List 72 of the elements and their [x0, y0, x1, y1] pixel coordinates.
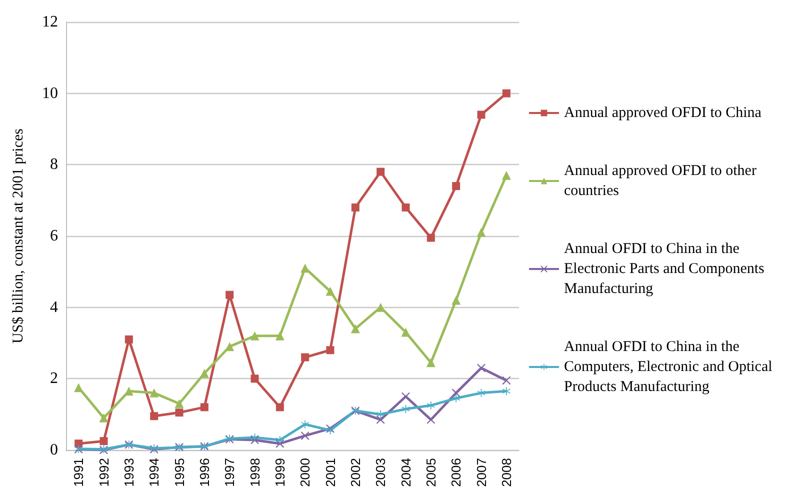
- point: [351, 203, 360, 212]
- y-tick-label: 6: [50, 228, 58, 244]
- point: [426, 401, 435, 410]
- point: [175, 408, 184, 417]
- x-tick-label: 2006: [448, 458, 464, 487]
- x-tick-label: 2005: [423, 458, 438, 487]
- point: [477, 110, 486, 119]
- legend-label: Annual OFDI to China in the Computers, Electronic and Optical Products Manufacturing: [564, 339, 776, 395]
- x-tick-label: 2002: [348, 458, 363, 487]
- x-tick-label: 2003: [373, 458, 388, 487]
- point: [502, 387, 510, 396]
- point: [376, 410, 385, 418]
- point: [452, 296, 461, 305]
- point: [301, 420, 310, 428]
- point: [502, 89, 510, 98]
- point: [250, 374, 259, 383]
- x-tick-label: 1991: [71, 458, 86, 487]
- y-tick-label: 12: [42, 14, 58, 30]
- point: [226, 290, 234, 299]
- point: [301, 353, 310, 362]
- point: [74, 383, 84, 392]
- x-tick-label: 1996: [196, 458, 212, 487]
- y-tick-label: 4: [50, 298, 58, 316]
- point: [276, 436, 284, 444]
- x-tick-label: 2001: [322, 458, 338, 487]
- y-tick-label: 10: [42, 84, 58, 102]
- y-tick-label: 0: [50, 442, 58, 458]
- x-tick-label: 1998: [247, 458, 262, 487]
- x-tick-label: 1999: [272, 458, 288, 487]
- y-tick-label: 2: [50, 370, 58, 388]
- point: [476, 228, 486, 237]
- point: [124, 335, 133, 344]
- point: [326, 346, 334, 354]
- y-axis-title: US$ billion, constant at 2001 prices: [10, 128, 26, 344]
- point: [502, 376, 510, 384]
- point: [200, 403, 208, 412]
- point: [99, 413, 108, 422]
- x-tick-label: 2007: [474, 458, 489, 487]
- point: [250, 331, 260, 340]
- legend-label: Annual OFDI to China in the Electronic Parts and Components Manufacturing: [564, 241, 768, 297]
- point: [401, 328, 410, 337]
- point: [174, 399, 184, 408]
- point: [100, 437, 108, 446]
- point: [150, 388, 159, 398]
- point: [452, 394, 460, 402]
- point: [275, 331, 284, 340]
- point: [452, 182, 460, 190]
- point: [426, 358, 436, 368]
- x-tick-label: 1995: [172, 458, 187, 487]
- x-tick-label: 1997: [222, 458, 238, 487]
- point: [402, 404, 410, 413]
- x-tick-label: 2004: [398, 458, 414, 487]
- point: [350, 324, 360, 334]
- legend-label: Annual approved OFDI to other countries: [564, 163, 760, 199]
- point: [200, 368, 209, 378]
- point: [426, 234, 435, 242]
- legend-label: Annual approved OFDI to China: [564, 105, 762, 121]
- x-tick-label: 2000: [298, 458, 313, 487]
- point: [276, 403, 284, 412]
- point: [502, 170, 511, 180]
- y-tick-label: 8: [50, 156, 58, 174]
- point: [477, 364, 486, 372]
- point: [376, 416, 385, 424]
- x-tick-label: 1993: [121, 458, 136, 487]
- x-tick-label: 2008: [498, 458, 514, 487]
- x-tick-label: 1994: [146, 458, 162, 487]
- point: [150, 412, 158, 420]
- point: [402, 203, 410, 212]
- x-tick-label: 1992: [96, 458, 112, 487]
- point: [250, 434, 259, 442]
- point: [326, 286, 335, 296]
- point: [376, 168, 385, 176]
